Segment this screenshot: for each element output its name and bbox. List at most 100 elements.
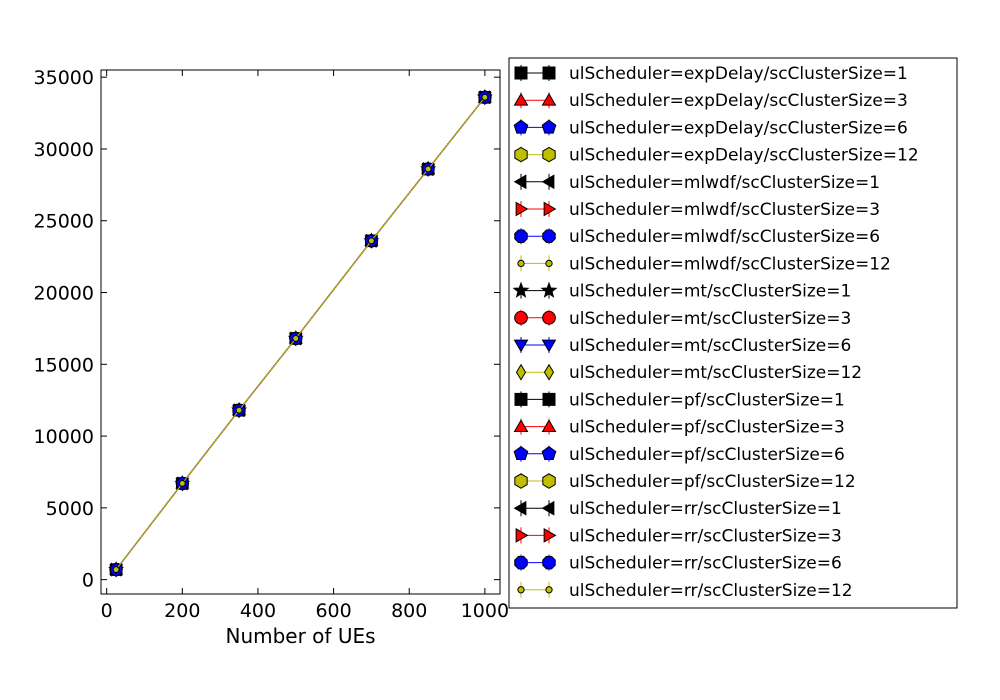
legend-marker — [515, 201, 529, 217]
legend-marker — [517, 259, 525, 268]
y-axis: 0 5000 10000 15000 20000 25000 30000 35000 — [34, 67, 500, 592]
legend-marker — [514, 310, 528, 325]
legend-marker — [541, 92, 557, 106]
legend-marker — [542, 229, 556, 243]
legend-marker — [541, 500, 555, 516]
legend-marker — [541, 119, 557, 134]
legend-marker — [541, 339, 557, 353]
legend-label: ulScheduler=mt/scClusterSize=12 — [569, 363, 862, 383]
legend-marker — [513, 174, 527, 190]
series-20 — [112, 93, 489, 574]
legend-marker — [542, 146, 556, 163]
y-tick-label: 30000 — [34, 139, 94, 161]
legend-marker — [513, 500, 527, 516]
x-tick-label: 400 — [240, 600, 276, 622]
legend-marker — [513, 92, 529, 106]
legend-item: ulScheduler=mt/scClusterSize=6 — [513, 336, 851, 356]
legend-marker — [543, 363, 555, 381]
data-point — [112, 566, 120, 574]
legend-box — [508, 57, 958, 609]
x-tick-label: 800 — [391, 600, 427, 622]
legend-marker — [542, 66, 556, 80]
y-tick-label: 10000 — [34, 426, 94, 448]
legend-item: ulScheduler=expDelay/scClusterSize=3 — [513, 91, 908, 111]
legend-label: ulScheduler=mt/scClusterSize=3 — [569, 309, 851, 329]
x-axis-title: Number of UEs — [225, 624, 375, 648]
legend-label: ulScheduler=rr/scClusterSize=6 — [569, 554, 842, 574]
legend-marker — [545, 586, 553, 594]
legend-label: ulScheduler=mt/scClusterSize=1 — [569, 282, 851, 302]
legend-item: ulScheduler=mlwdf/scClusterSize=3 — [515, 200, 880, 220]
x-axis: 0 200 400 600 800 1000 — [101, 70, 509, 622]
legend-marker — [542, 310, 556, 325]
legend-marker — [514, 229, 528, 243]
data-point — [292, 335, 300, 342]
data-point — [367, 237, 375, 245]
data-point — [424, 165, 432, 173]
data-point — [178, 480, 186, 487]
legend-marker — [541, 174, 555, 190]
legend-label: ulScheduler=pf/scClusterSize=3 — [569, 418, 845, 438]
y-tick-label: 20000 — [34, 283, 94, 305]
legend-label: ulScheduler=rr/scClusterSize=1 — [569, 499, 842, 519]
legend-marker — [514, 66, 528, 80]
data-point — [235, 406, 243, 414]
legend-item: ulScheduler=expDelay/scClusterSize=6 — [513, 118, 908, 138]
legend-item: ulScheduler=rr/scClusterSize=3 — [515, 526, 842, 546]
y-tick-label: 15000 — [34, 354, 94, 376]
legend-label: ulScheduler=pf/scClusterSize=6 — [569, 445, 845, 465]
legend-item: ulScheduler=mlwdf/scClusterSize=6 — [514, 227, 880, 247]
legend-marker — [541, 446, 557, 461]
legend-item: ulScheduler=mlwdf/scClusterSize=12 — [517, 254, 891, 274]
legend-item: ulScheduler=rr/scClusterSize=12 — [517, 581, 853, 601]
legend-item: ulScheduler=mt/scClusterSize=1 — [512, 281, 851, 302]
legend-label: ulScheduler=rr/scClusterSize=12 — [569, 581, 853, 601]
legend-label: ulScheduler=expDelay/scClusterSize=1 — [569, 64, 908, 84]
legend-label: ulScheduler=expDelay/scClusterSize=6 — [569, 118, 908, 138]
legend-item: ulScheduler=pf/scClusterSize=1 — [514, 390, 845, 410]
legend-item: ulScheduler=expDelay/scClusterSize=12 — [514, 146, 919, 166]
legend-label: ulScheduler=rr/scClusterSize=3 — [569, 526, 842, 546]
x-tick-label: 0 — [101, 600, 113, 622]
legend-marker — [543, 201, 557, 217]
y-tick-label: 25000 — [34, 211, 94, 233]
legend-marker — [542, 555, 556, 570]
y-tick-label: 5000 — [46, 498, 94, 520]
legend-marker — [514, 473, 528, 489]
legend-marker — [512, 281, 530, 298]
legend-marker — [542, 392, 556, 406]
y-tick-label: 0 — [82, 570, 94, 592]
legend-item: ulScheduler=pf/scClusterSize=3 — [513, 418, 845, 438]
y-tick-label: 35000 — [34, 67, 94, 89]
legend-marker — [540, 281, 558, 298]
legend-item: ulScheduler=mt/scClusterSize=12 — [515, 363, 862, 383]
legend-label: ulScheduler=mlwdf/scClusterSize=3 — [569, 200, 880, 220]
legend-marker — [515, 528, 529, 543]
legend-marker — [514, 392, 528, 406]
legend-item: ulScheduler=rr/scClusterSize=6 — [514, 554, 842, 574]
plot-area — [108, 88, 493, 578]
legend-label: ulScheduler=expDelay/scClusterSize=12 — [569, 146, 919, 166]
legend-label: ulScheduler=pf/scClusterSize=12 — [569, 472, 856, 492]
legend-marker — [514, 555, 528, 570]
legend-label: ulScheduler=mt/scClusterSize=6 — [569, 336, 851, 356]
legend-marker — [545, 259, 553, 268]
legend-marker — [515, 363, 527, 381]
legend-item: ulScheduler=pf/scClusterSize=6 — [513, 445, 845, 465]
legend-marker — [513, 339, 529, 353]
legend-marker — [541, 419, 557, 432]
legend-marker — [513, 119, 529, 134]
data-point — [481, 93, 489, 101]
x-tick-label: 600 — [315, 600, 351, 622]
legend-item: ulScheduler=rr/scClusterSize=1 — [513, 499, 842, 519]
legend-label: ulScheduler=mlwdf/scClusterSize=12 — [569, 254, 891, 274]
legend-item: ulScheduler=mlwdf/scClusterSize=1 — [513, 173, 880, 193]
legend-marker — [513, 446, 529, 461]
legend-marker — [517, 586, 525, 594]
legend-marker — [514, 146, 528, 163]
x-tick-label: 1000 — [461, 600, 509, 622]
legend-label: ulScheduler=mlwdf/scClusterSize=1 — [569, 173, 880, 193]
legend-marker — [513, 419, 529, 432]
plot-frame — [100, 69, 501, 595]
